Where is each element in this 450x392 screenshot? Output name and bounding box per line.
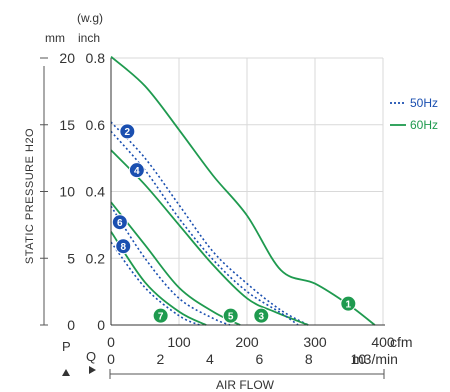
curve-badge-4: 4 xyxy=(128,162,145,179)
y-tick-label-mm: 5 xyxy=(67,250,75,266)
y-tick-label-inch: 0 xyxy=(97,317,105,333)
y-tick-label-inch: 0.8 xyxy=(86,50,106,66)
x-tick-label-cfm: 400 xyxy=(371,334,395,350)
m3min-unit-label: m3/min xyxy=(352,351,398,367)
x-tick-label-m3min: 2 xyxy=(157,351,165,367)
cfm-unit-label: cfm xyxy=(390,334,413,350)
x-tick-label-m3min: 0 xyxy=(107,351,115,367)
curve-badge-6: 6 xyxy=(111,214,128,231)
curve-badges: 1 2 3 4 5 6 7 8 xyxy=(111,123,357,324)
curve-5 xyxy=(110,201,241,326)
curve-7 xyxy=(110,231,207,326)
y-axis-title: STATIC PRESSURE H2O xyxy=(24,128,36,264)
x-tick-label-cfm: 100 xyxy=(167,334,191,350)
badge-label: 4 xyxy=(134,166,140,177)
badge-circle xyxy=(253,307,270,324)
curve-badge-7: 7 xyxy=(152,307,169,324)
y-tick-labels: 0 0 0.2 5 0.4 10 0.6 15 0.8 20 xyxy=(40,50,105,333)
x-tick-label-m3min: 6 xyxy=(255,351,263,367)
y-tick-label-mm: 20 xyxy=(59,50,75,66)
x-tick-label-m3min: 4 xyxy=(206,351,214,367)
q-marker-arrow xyxy=(89,366,96,374)
p-marker-label: P xyxy=(62,339,71,354)
badge-label: 1 xyxy=(346,299,352,310)
badge-circle xyxy=(152,307,169,324)
y-tick-label-mm: 10 xyxy=(59,184,75,200)
x-tick-label-cfm: 200 xyxy=(235,334,259,350)
badge-label: 7 xyxy=(158,311,164,322)
badge-circle xyxy=(128,162,145,179)
badge-circle xyxy=(119,123,136,140)
curve-badge-1: 1 xyxy=(340,295,357,312)
secondary-unit-header: (w.g) xyxy=(77,11,103,25)
legend-label: 50Hz xyxy=(410,96,438,110)
curves xyxy=(110,56,376,326)
x-tick-label-cfm: 0 xyxy=(107,334,115,350)
y-tick-label-inch: 0.4 xyxy=(86,184,106,200)
curve-badge-3: 3 xyxy=(253,307,270,324)
y-tick-label-inch: 0.2 xyxy=(86,250,106,266)
grid xyxy=(111,57,384,325)
p-marker-arrow xyxy=(62,369,70,376)
x-axis-title: AIR FLOW xyxy=(216,378,275,392)
badge-label: 5 xyxy=(228,311,234,322)
x-tick-labels: 0 100 200 300 400 0 2 4 6 8 10 xyxy=(107,334,395,367)
curve-badge-5: 5 xyxy=(222,307,239,324)
badge-label: 8 xyxy=(120,242,126,253)
curve-3 xyxy=(110,149,309,326)
curve-badge-8: 8 xyxy=(115,238,132,255)
y-tick-label-mm: 15 xyxy=(59,117,75,133)
curve-2 xyxy=(110,121,309,326)
legend: 50Hz 60Hz xyxy=(390,96,438,132)
badge-circle xyxy=(340,295,357,312)
badge-circle xyxy=(115,238,132,255)
badge-circle xyxy=(111,214,128,231)
y-tick-label-inch: 0.6 xyxy=(86,117,106,133)
mm-unit-label: mm xyxy=(45,31,65,45)
curve-badge-2: 2 xyxy=(119,123,136,140)
badge-label: 3 xyxy=(258,311,264,322)
q-marker-label: Q xyxy=(86,349,96,364)
x-tick-label-m3min: 10 xyxy=(350,351,366,367)
curve-1 xyxy=(110,56,376,326)
badge-label: 6 xyxy=(117,218,123,229)
badge-circle xyxy=(222,307,239,324)
y-tick-label-mm: 0 xyxy=(67,317,75,333)
x-tick-label-cfm: 300 xyxy=(303,334,327,350)
legend-label: 60Hz xyxy=(410,118,438,132)
badge-label: 2 xyxy=(125,127,131,138)
x-tick-label-m3min: 8 xyxy=(305,351,313,367)
inch-unit-label: inch xyxy=(78,31,100,45)
